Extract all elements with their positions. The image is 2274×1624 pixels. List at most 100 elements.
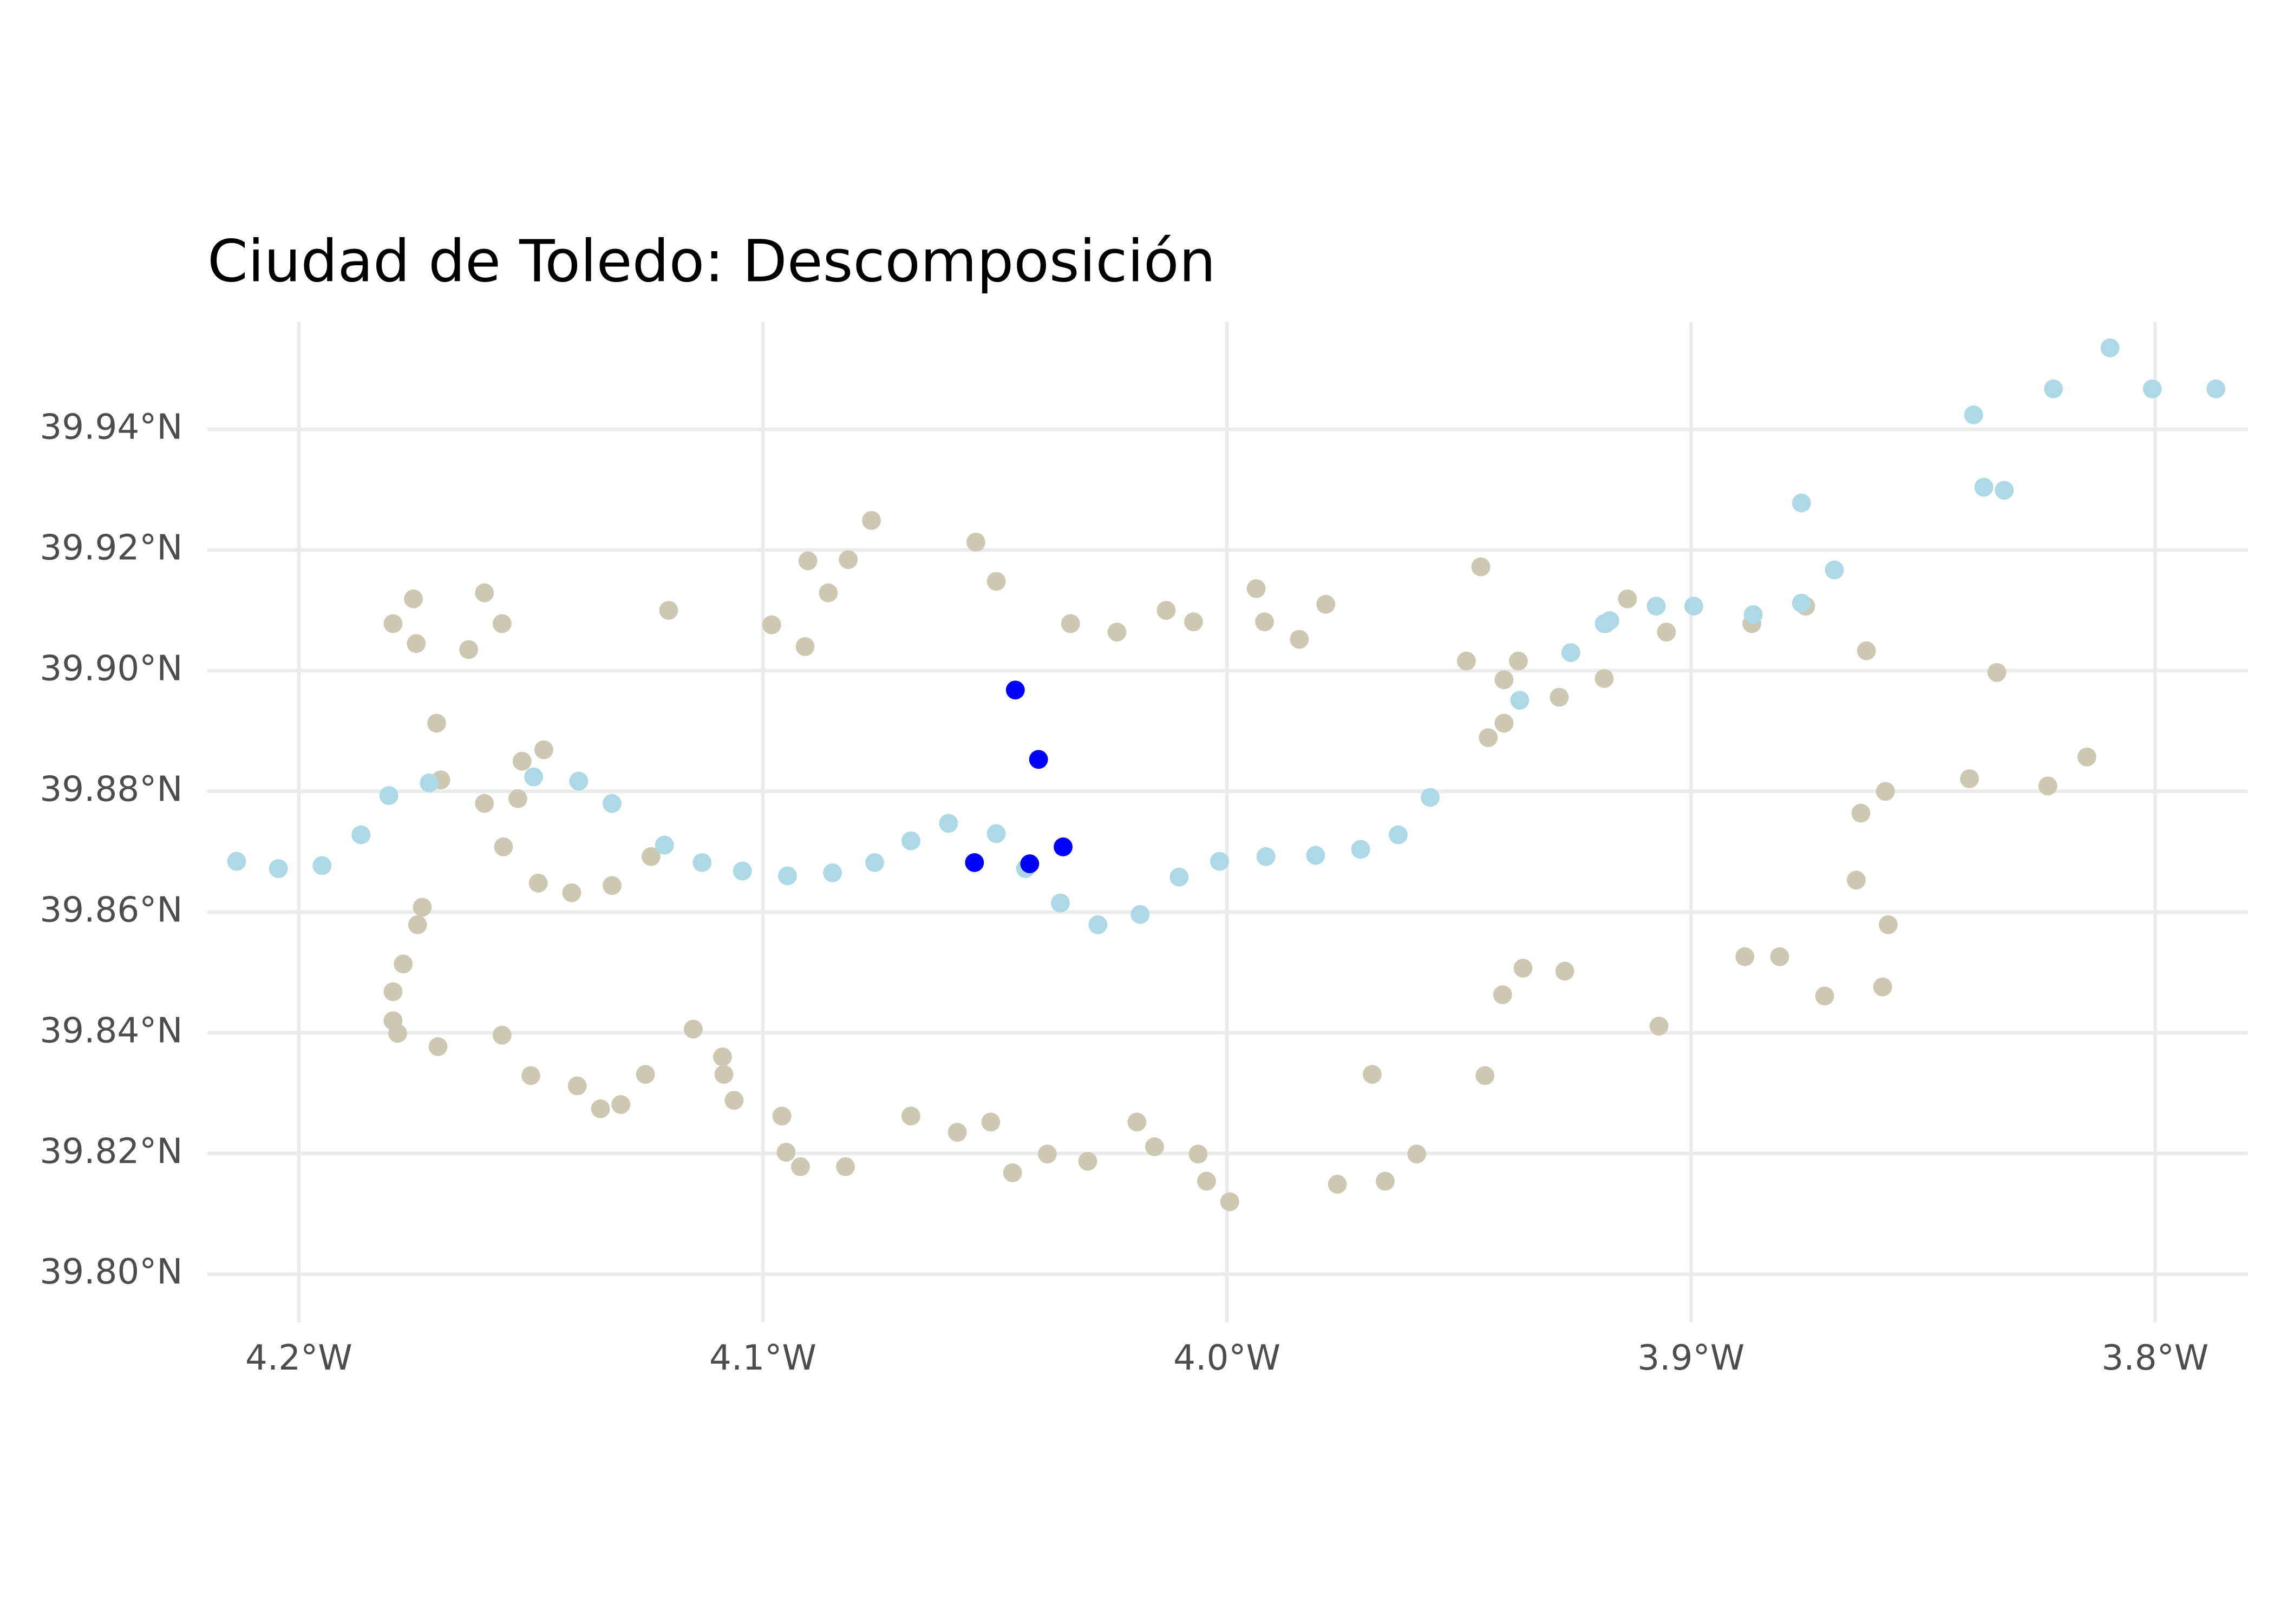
point xyxy=(1974,477,1994,497)
point xyxy=(408,915,427,934)
point xyxy=(1995,481,2014,500)
point xyxy=(492,614,512,633)
point xyxy=(1960,769,1979,788)
point xyxy=(901,1106,920,1126)
point xyxy=(823,863,842,882)
point xyxy=(839,550,858,569)
point xyxy=(1020,854,1040,874)
point xyxy=(1156,601,1176,620)
point xyxy=(1595,614,1614,633)
point xyxy=(772,1106,792,1126)
point xyxy=(512,751,532,771)
point xyxy=(1456,651,1476,671)
point xyxy=(798,551,818,571)
point xyxy=(1246,579,1266,598)
point xyxy=(1078,1151,1097,1171)
point xyxy=(684,1019,703,1039)
point xyxy=(428,1037,448,1056)
point xyxy=(1169,867,1189,887)
point xyxy=(1479,728,1498,748)
point xyxy=(1743,605,1763,624)
point xyxy=(569,771,589,791)
point xyxy=(383,982,403,1001)
point xyxy=(1879,915,1898,934)
point xyxy=(1657,623,1676,642)
point xyxy=(1375,1171,1395,1191)
point xyxy=(1316,594,1336,614)
point xyxy=(475,583,494,603)
point xyxy=(1555,961,1574,981)
point xyxy=(413,898,432,917)
point xyxy=(1220,1192,1239,1212)
point xyxy=(1876,782,1895,801)
point xyxy=(1513,959,1533,978)
point xyxy=(791,1157,810,1176)
point xyxy=(714,1065,734,1084)
point xyxy=(1770,947,1789,966)
point xyxy=(492,1025,512,1045)
point xyxy=(1407,1144,1427,1164)
point xyxy=(591,1099,610,1118)
point xyxy=(269,859,288,878)
point xyxy=(862,510,881,530)
point xyxy=(1351,840,1370,859)
point xyxy=(1646,597,1666,616)
point xyxy=(778,866,797,886)
y-tick-label: 39.84°N xyxy=(40,1010,182,1051)
y-tick-label: 39.88°N xyxy=(40,769,182,809)
y-tick-label: 39.90°N xyxy=(40,649,182,689)
point xyxy=(795,637,815,656)
point xyxy=(1815,986,1834,1006)
x-tick-label: 4.1°W xyxy=(709,1338,816,1378)
point xyxy=(1649,1017,1669,1036)
point xyxy=(901,831,920,850)
point xyxy=(1003,1163,1022,1182)
point xyxy=(562,883,581,902)
point xyxy=(312,856,332,875)
point xyxy=(1475,1066,1495,1085)
point xyxy=(1127,1112,1147,1132)
point xyxy=(1328,1175,1347,1194)
point xyxy=(603,794,622,813)
point xyxy=(1792,593,1811,613)
point xyxy=(1987,663,2007,682)
point xyxy=(1494,670,1514,690)
point xyxy=(383,1011,403,1030)
point xyxy=(1107,623,1127,642)
point xyxy=(981,1112,1001,1132)
point xyxy=(494,837,513,856)
point xyxy=(407,634,426,653)
point xyxy=(724,1091,744,1110)
point xyxy=(611,1095,631,1114)
point xyxy=(1256,847,1276,866)
point xyxy=(1131,905,1150,924)
point xyxy=(1255,612,1274,632)
point xyxy=(1618,589,1637,608)
point xyxy=(986,824,1006,843)
point xyxy=(1054,837,1073,856)
point xyxy=(427,713,446,733)
x-tick-label: 3.8°W xyxy=(2101,1338,2208,1378)
point xyxy=(939,814,958,833)
point xyxy=(1964,405,1983,424)
point xyxy=(965,853,984,872)
point xyxy=(567,1076,587,1096)
point xyxy=(351,825,371,844)
point xyxy=(404,589,423,608)
point xyxy=(1388,825,1408,844)
point xyxy=(986,572,1006,591)
point xyxy=(2100,338,2120,357)
point xyxy=(1184,612,1203,632)
point xyxy=(528,873,548,893)
point xyxy=(659,601,678,620)
point xyxy=(394,954,413,974)
point xyxy=(2206,379,2226,398)
point xyxy=(1684,597,1703,616)
point xyxy=(2044,379,2063,398)
y-tick-label: 39.92°N xyxy=(40,528,182,568)
point xyxy=(1306,846,1325,865)
point xyxy=(692,853,712,872)
point xyxy=(227,852,246,871)
point xyxy=(1005,680,1025,700)
